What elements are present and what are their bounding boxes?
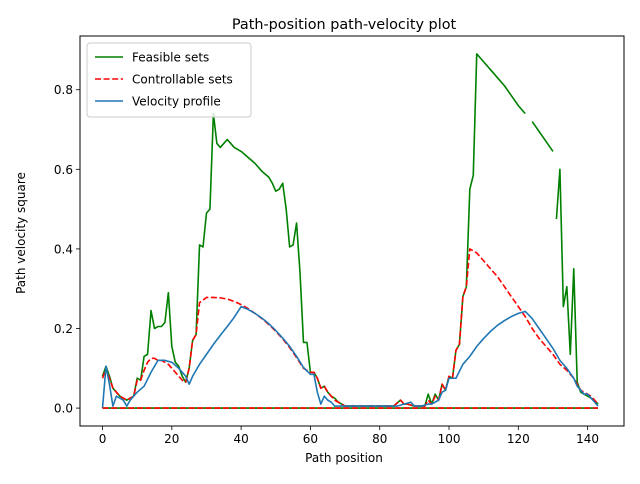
y-tick-label: 0.0 bbox=[54, 402, 73, 416]
y-tick-label: 0.4 bbox=[54, 242, 73, 256]
x-tick-label: 0 bbox=[99, 432, 107, 446]
x-tick-label: 140 bbox=[576, 432, 599, 446]
y-tick-label: 0.8 bbox=[54, 83, 73, 97]
x-tick-label: 100 bbox=[438, 432, 461, 446]
x-tick-label: 40 bbox=[233, 432, 248, 446]
legend-label-feasible-sets: Feasible sets bbox=[132, 51, 209, 65]
axes-frame bbox=[79, 35, 625, 427]
y-tick-label: 0.2 bbox=[54, 322, 73, 336]
series-line-velocity-profile bbox=[101, 305, 599, 409]
x-tick-label: 120 bbox=[507, 432, 530, 446]
x-tick-label: 80 bbox=[372, 432, 387, 446]
x-tick-label: 60 bbox=[303, 432, 318, 446]
x-axis-label: Path position bbox=[305, 451, 383, 465]
plot-area: 0 20 40 60 80 100 120 140 0.0 0.2 0.4 0.6 0.8 Feasibl… bbox=[54, 35, 625, 446]
legend-label-controllable-sets: Controllable sets bbox=[132, 73, 233, 87]
y-axis-label: Path velocity square bbox=[14, 172, 28, 294]
chart-title: Path-position path-velocity plot bbox=[232, 17, 457, 33]
legend-box bbox=[86, 42, 252, 118]
y-tick-label: 0.6 bbox=[54, 163, 73, 177]
legend-label-velocity-profile: Velocity profile bbox=[132, 95, 221, 109]
x-tick-label: 20 bbox=[164, 432, 179, 446]
